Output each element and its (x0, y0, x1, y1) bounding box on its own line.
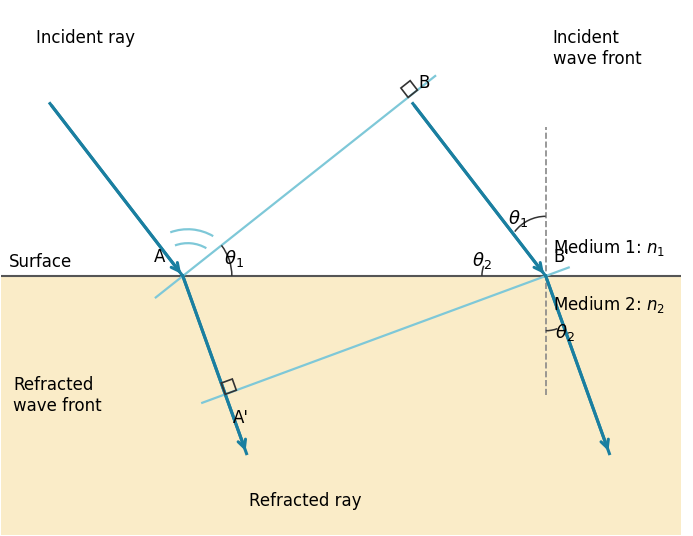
Text: B: B (418, 75, 430, 92)
Text: $\theta_1$: $\theta_1$ (509, 209, 528, 229)
Text: Incident ray: Incident ray (36, 29, 134, 47)
Text: Refracted ray: Refracted ray (249, 492, 362, 510)
Text: A: A (154, 248, 165, 266)
Text: $\theta_1$: $\theta_1$ (224, 248, 244, 269)
Text: Refracted
wave front: Refracted wave front (13, 376, 102, 415)
Text: A': A' (233, 409, 249, 427)
Text: Medium 2: $n_2$: Medium 2: $n_2$ (552, 294, 665, 315)
Bar (1, 276, 681, 534)
Text: Incident
wave front: Incident wave front (552, 29, 641, 68)
Text: Surface: Surface (9, 253, 73, 271)
Text: $\theta_2$: $\theta_2$ (556, 322, 575, 343)
Text: Medium 1: $n_1$: Medium 1: $n_1$ (552, 237, 665, 258)
Text: $\theta_2$: $\theta_2$ (472, 250, 492, 271)
Text: B': B' (554, 248, 570, 266)
